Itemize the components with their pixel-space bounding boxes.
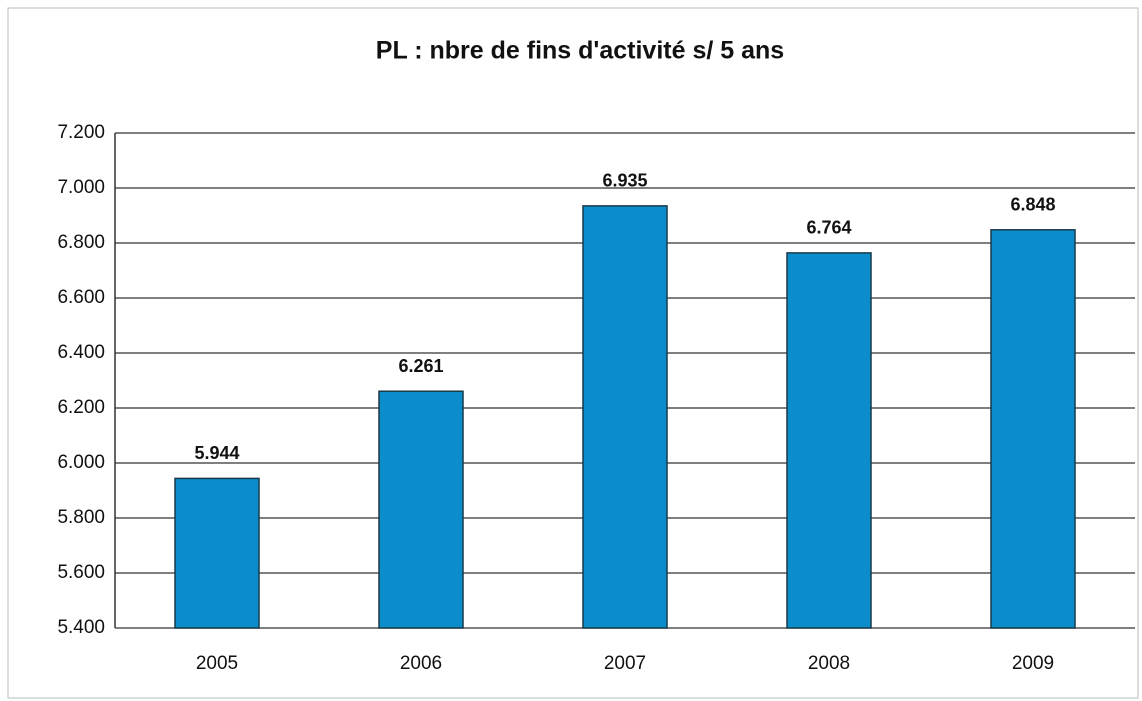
- y-tick-label: 7.000: [57, 177, 105, 198]
- y-tick-label: 5.600: [57, 562, 105, 583]
- y-tick-label: 6.200: [57, 397, 105, 418]
- bar: [990, 229, 1076, 629]
- x-tick-label: 2007: [604, 653, 646, 674]
- bar: [378, 390, 464, 629]
- data-label: 6.261: [398, 356, 443, 376]
- bar: [582, 205, 668, 629]
- data-label: 6.764: [806, 218, 851, 238]
- data-label: 6.935: [602, 171, 647, 191]
- y-tick-label: 5.800: [57, 507, 105, 528]
- y-tick-label: 7.200: [57, 122, 105, 143]
- x-tick-label: 2009: [1012, 653, 1054, 674]
- x-tick-label: 2008: [808, 653, 850, 674]
- bar: [786, 252, 872, 629]
- y-tick-label: 6.800: [57, 232, 105, 253]
- data-label: 6.848: [1010, 195, 1055, 215]
- chart-title: PL : nbre de fins d'activité s/ 5 ans: [376, 37, 784, 65]
- y-tick-label: 6.000: [57, 452, 105, 473]
- bar: [174, 477, 260, 629]
- x-tick-label: 2006: [400, 653, 442, 674]
- y-tick-label: 5.400: [57, 617, 105, 638]
- y-tick-label: 6.600: [57, 287, 105, 308]
- y-tick-label: 6.400: [57, 342, 105, 363]
- chart-frame: [7, 7, 1139, 699]
- data-label: 5.944: [194, 443, 239, 463]
- x-tick-label: 2005: [196, 653, 238, 674]
